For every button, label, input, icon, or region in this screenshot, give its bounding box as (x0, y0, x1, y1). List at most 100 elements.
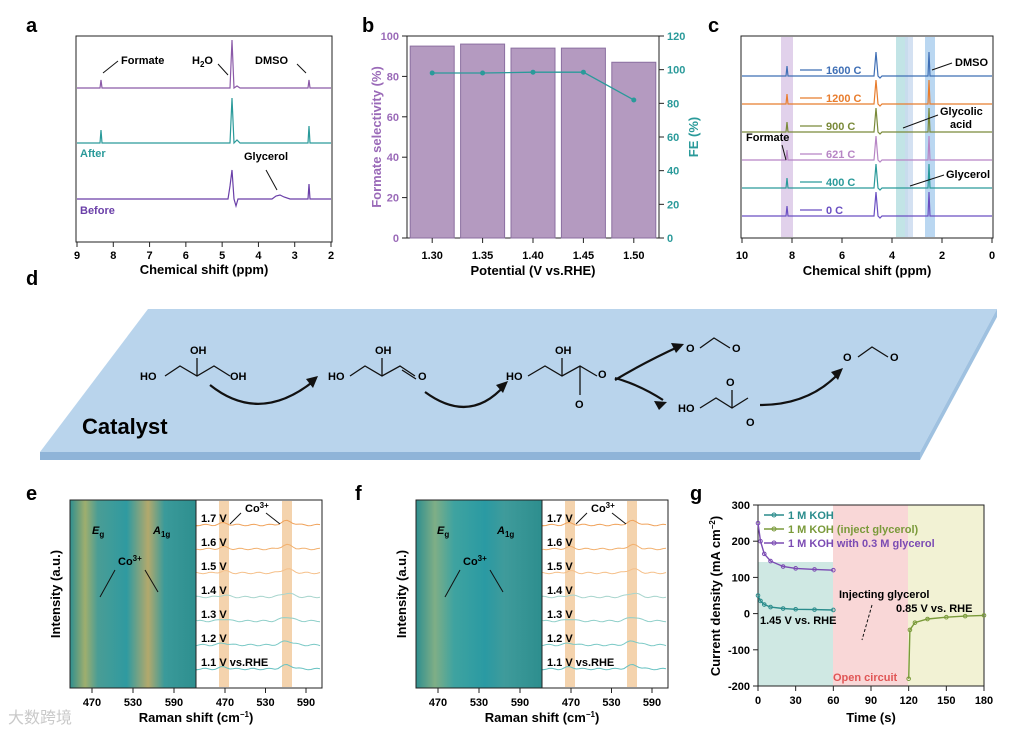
panel-b-xtick-label: 1.35 (472, 250, 493, 262)
potential-label: 1.1 V vs.RHE (547, 657, 614, 669)
panel-e: e 1.7 V 1.6 V 1.5 V 1.4 V 1.3 V 1.2 V 1.1 V vs… (26, 483, 323, 725)
formate-2-o: O (890, 352, 899, 364)
fe-point (580, 69, 586, 75)
arrow-formate (102, 60, 119, 74)
spectrum-before (77, 169, 331, 209)
panel-b-ylabel: Formate selectivity (%) (369, 66, 384, 208)
trace-1600-c (742, 51, 992, 79)
arrow-glycerol-c (909, 174, 945, 187)
molecule-formate-1 (699, 337, 731, 349)
label-dmso: DMSO (255, 55, 288, 67)
panel-f-xtick-label: 470 (429, 697, 447, 709)
panel-e-spectra-box (195, 499, 323, 689)
label-glycolic: Glycolic (940, 106, 983, 118)
molecule-glycerol (164, 358, 231, 377)
panel-c-xtick-label: 10 (736, 250, 748, 262)
panel-e-co3-right: Co3+ (245, 501, 269, 515)
potential-label: 1.2 V (547, 633, 573, 645)
trace-label: 621 C (826, 149, 855, 161)
panel-c-traces: 1600 C 1200 C 900 C 621 C 400 C 0 C (742, 51, 992, 219)
panel-a-xtick-label: 3 (292, 250, 298, 262)
panel-c-xtick-label: 8 (789, 250, 795, 262)
panel-f-co3-right: Co3+ (591, 501, 615, 515)
panel-e-xlabel: Raman shift (cm−1) (139, 710, 254, 725)
panel-f-xtick-label: 590 (643, 697, 661, 709)
series-point-1 (912, 620, 918, 625)
label-acid: acid (950, 119, 972, 131)
arrow-injecting (861, 604, 873, 641)
panel-e-arrow-right (144, 569, 159, 593)
glycerol-oh-end: OH (230, 371, 247, 383)
panel-f-traces (542, 519, 667, 671)
arrow-formate-c (781, 144, 787, 161)
glyceraldehyde-ho: HO (328, 371, 345, 383)
panel-f-ylabel: Intensity (a.u.) (394, 550, 409, 638)
legend-label-0: 1 M KOH (788, 510, 834, 522)
molecule-glycerate (527, 358, 598, 395)
panel-a-xticks: 9 8 7 6 5 4 3 2 (74, 242, 334, 262)
panel-e-a1g: A1g (152, 525, 170, 539)
arrow-step-1-head (306, 376, 318, 388)
panel-b-xtick-label: 1.50 (623, 250, 644, 262)
arrow-glycerol (265, 169, 278, 191)
raman-trace-0 (196, 519, 321, 527)
panel-e-traces (196, 519, 321, 671)
potential-label: 1.5 V (547, 561, 573, 573)
panel-c-xtick-label: 2 (939, 250, 945, 262)
trace-label: 1600 C (826, 65, 862, 77)
potential-label: 1.7 V (547, 513, 573, 525)
panel-g-legend: 1 M KOH 1 M KOH (inject glycerol) 1 M KOH … (764, 510, 935, 550)
molecule-glyceraldehyde (349, 358, 417, 380)
panel-b-y2ticks: 0 20 40 60 80 100 120 (659, 31, 685, 245)
glycerol-ho: HO (140, 371, 157, 383)
glycerate-oh: OH (555, 345, 572, 357)
panel-g-ytick-label: 100 (732, 572, 750, 584)
panel-g-xtick-label: 180 (975, 695, 993, 707)
legend-label-2: 1 M KOH with 0.3 M glycerol (788, 538, 935, 550)
panel-g-series (755, 520, 987, 682)
series-point-0 (761, 602, 767, 607)
arrow-step-1 (209, 379, 316, 405)
fe-point (429, 70, 435, 76)
panel-b-xtick-label: 1.30 (421, 250, 442, 262)
raman-trace-4 (542, 617, 667, 623)
label-after: After (80, 148, 106, 160)
raman-trace-4 (196, 617, 321, 623)
panel-g-ylabel: Current density (mA cm−2) (708, 516, 723, 676)
molecule-formate-2 (857, 346, 889, 358)
panel-f-arrow-left (444, 569, 461, 598)
glycolate-o: O (726, 377, 735, 389)
region-inject (908, 505, 984, 686)
trace-label: 900 C (826, 121, 855, 133)
label-glycerol-c: Glycerol (946, 169, 990, 181)
bar-1.30 (409, 45, 455, 239)
panel-f-band-1 (565, 501, 575, 687)
panel-f-xtick-label: 530 (602, 697, 620, 709)
bar-1.50 (611, 61, 657, 239)
panel-f-potentials: 1.7 V 1.6 V 1.5 V 1.4 V 1.3 V 1.2 V 1.1 V vs.R… (547, 513, 614, 669)
glycerol-oh-mid: OH (190, 345, 207, 357)
bar-1.45 (560, 47, 606, 239)
panel-g-ytick-label: -100 (728, 645, 750, 657)
series-point-0 (758, 598, 763, 604)
legend-marker-2 (771, 540, 777, 546)
panel-a-xtick-label: 6 (183, 250, 189, 262)
panel-g-ytick-label: 0 (744, 609, 750, 621)
raman-trace-1 (196, 543, 321, 551)
panel-f-arrow-right (489, 569, 504, 593)
series-point-2 (755, 520, 761, 526)
panel-g-xtick-label: 150 (937, 695, 955, 707)
panel-g-letter: g (690, 483, 702, 505)
panel-f-xtick-label: 470 (562, 697, 580, 709)
trace-400-c (742, 163, 992, 191)
molecule-glycolate (699, 390, 749, 409)
panel-g-xtick-label: 90 (865, 695, 877, 707)
panel-b-y2tick-label: 20 (667, 199, 679, 211)
trace-1200-c (742, 79, 992, 107)
catalyst-plate-top (40, 309, 997, 452)
panel-b-y2tick-label: 100 (667, 65, 685, 77)
panel-b-y2tick-label: 40 (667, 166, 679, 178)
potential-label: 1.1 V vs.RHE (201, 657, 268, 669)
potential-label: 1.3 V (201, 609, 227, 621)
